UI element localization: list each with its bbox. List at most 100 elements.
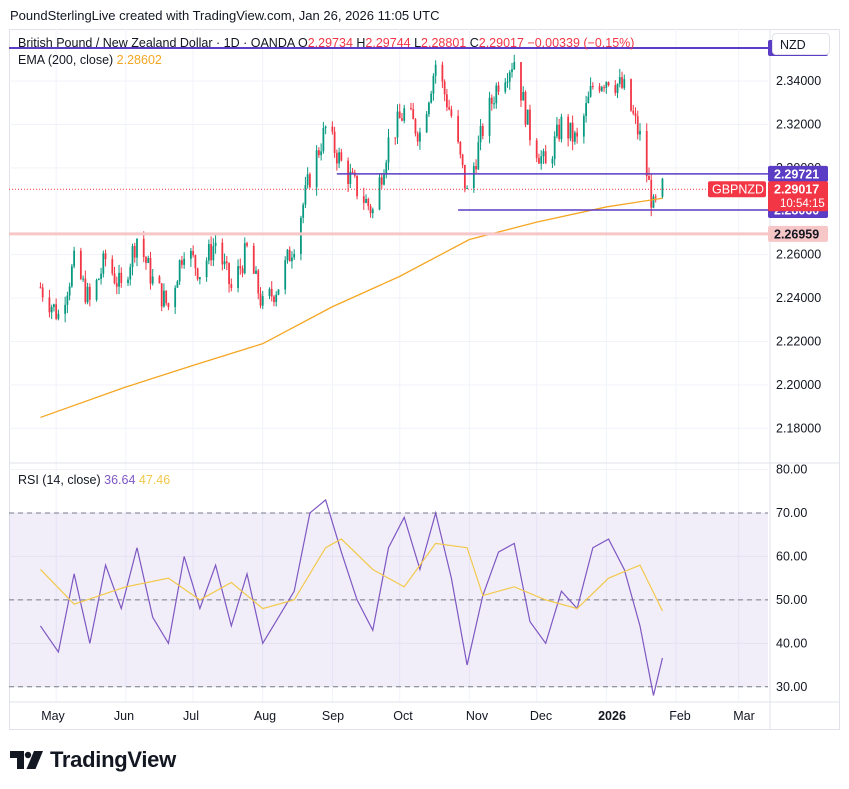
candle-body [178,260,181,282]
candle-body [142,238,145,258]
candle-body [284,260,287,290]
rsi-line [39,498,664,696]
candle-body [309,174,311,188]
candle-body [432,75,435,94]
candle-body [335,152,338,164]
candle-body [365,199,367,203]
candle-body [448,107,451,110]
candle-body [349,171,352,185]
price-axis-tick: 2.26000 [776,248,821,262]
rsi-axis-tick: 60.00 [776,549,807,563]
candle-body [322,128,325,152]
rsi-value: 36.64 [104,473,136,487]
candle-body [461,154,464,165]
candle-body [378,177,381,210]
ohlc-open-label: O [297,36,308,50]
candle-body [600,87,603,91]
candle-body [252,245,255,274]
ohlc-low-label: L [414,36,422,50]
candle-body [300,217,302,254]
candle-body [102,253,105,274]
time-axis-tick: Oct [393,709,413,723]
candle-body [614,85,617,93]
ohlc-high-label: H [356,36,366,50]
candle-body [210,244,212,261]
candle-body [652,196,655,208]
candle-body [95,279,98,300]
candle-body [551,158,554,164]
candle-body [630,79,632,111]
rsi-axis-tick: 50.00 [776,593,807,607]
candle-body [145,257,147,263]
candle-body [131,246,134,268]
candle-body [419,132,421,142]
candle-body [401,118,403,121]
candle-body [488,97,491,136]
candle-body [544,151,547,164]
range-top-price-label-bg [768,165,828,182]
candle-body [198,277,201,280]
candle-body [41,287,44,298]
time-axis-tick: Feb [669,709,691,723]
candle-body [654,196,657,198]
currency-button[interactable]: NZD [772,33,830,55]
candle-body [529,109,531,141]
candle-body [259,293,262,306]
candle-body [79,250,82,279]
candle-body [605,82,608,88]
ohlc-high: 2.29744 [365,36,411,50]
candle-body [340,152,343,161]
ema-legend: EMA (200, close) 2.28602 [18,53,162,67]
candle-body [607,82,610,86]
candle-body [497,85,500,92]
candle-body [50,307,53,313]
candle-body [571,122,574,142]
candle-body [246,243,248,246]
candle-body [387,137,390,163]
candle-body [410,108,412,110]
candle-body [84,278,87,303]
price-axis-tick: 2.34000 [776,74,821,88]
candle-body [582,116,585,137]
candle-body [39,287,42,289]
candle-body [149,258,152,284]
last-price-label: 2.29017 [774,183,819,197]
candle-body [380,177,383,185]
time-axis-tick: May [41,709,65,723]
candle-body [481,125,484,136]
candle-body [118,272,120,287]
candle-body [369,206,372,214]
candle-body [257,270,260,294]
candle-body [645,130,648,176]
range-top-price-label: 2.29721 [774,167,819,181]
candle-body [457,115,460,142]
candle-body [472,166,475,189]
ohlc-low: 2.28801 [421,36,467,50]
candle-body [181,260,183,265]
candle-body [535,140,538,158]
ohlc-close: 2.29017 [478,36,524,50]
candle-body [320,151,323,156]
candle-body [147,258,150,263]
candle-body [189,250,192,259]
candle-body [333,131,336,153]
ema-line [40,197,663,419]
rsi-label: RSI (14, close) [18,473,101,487]
candle-body [194,255,197,269]
candle-body [506,81,509,83]
candle-body [113,273,116,284]
candle-body [490,97,493,104]
candle-body [385,162,388,175]
candle-body [88,286,91,300]
candle-body [459,141,462,155]
candle-body [414,119,417,134]
candle-body [493,103,495,105]
candle-body [331,126,334,132]
candle-body [356,175,358,197]
candle-body [82,278,85,280]
time-axis-tick: Jun [114,709,134,723]
candle-body [441,64,444,82]
candle-body [293,253,296,258]
candle-body [621,77,623,88]
